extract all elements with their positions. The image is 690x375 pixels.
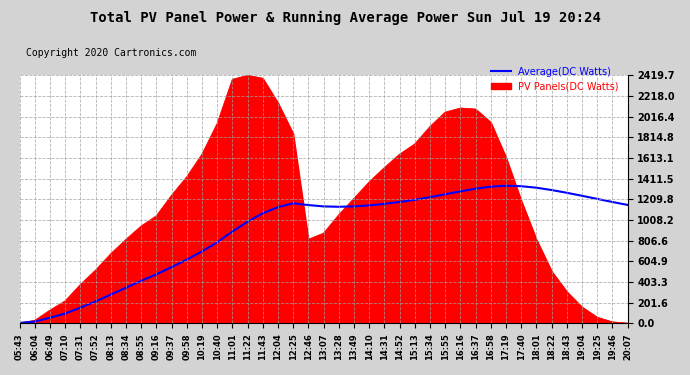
Text: Total PV Panel Power & Running Average Power Sun Jul 19 20:24: Total PV Panel Power & Running Average P… xyxy=(90,11,600,26)
Legend: Average(DC Watts), PV Panels(DC Watts): Average(DC Watts), PV Panels(DC Watts) xyxy=(487,63,622,95)
Text: Copyright 2020 Cartronics.com: Copyright 2020 Cartronics.com xyxy=(26,48,196,58)
